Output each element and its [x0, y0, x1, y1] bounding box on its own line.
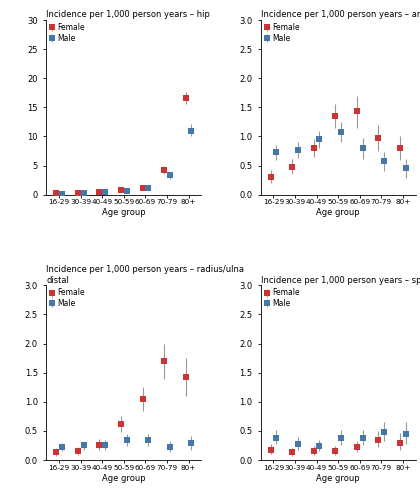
- Text: Incidence per 1,000 person years – hip: Incidence per 1,000 person years – hip: [46, 10, 210, 19]
- X-axis label: Age group: Age group: [102, 208, 146, 217]
- Text: Incidence per 1,000 person years – spine: Incidence per 1,000 person years – spine: [260, 276, 420, 284]
- X-axis label: Age group: Age group: [316, 474, 360, 482]
- X-axis label: Age group: Age group: [316, 208, 360, 217]
- Legend: Female, Male: Female, Male: [263, 22, 300, 44]
- Text: Incidence per 1,000 person years – ankle: Incidence per 1,000 person years – ankle: [260, 10, 420, 19]
- X-axis label: Age group: Age group: [102, 474, 146, 482]
- Legend: Female, Male: Female, Male: [48, 22, 86, 44]
- Text: Incidence per 1,000 person years – radius/ulna
distal: Incidence per 1,000 person years – radiu…: [46, 264, 244, 284]
- Legend: Female, Male: Female, Male: [48, 288, 86, 308]
- Legend: Female, Male: Female, Male: [263, 288, 300, 308]
